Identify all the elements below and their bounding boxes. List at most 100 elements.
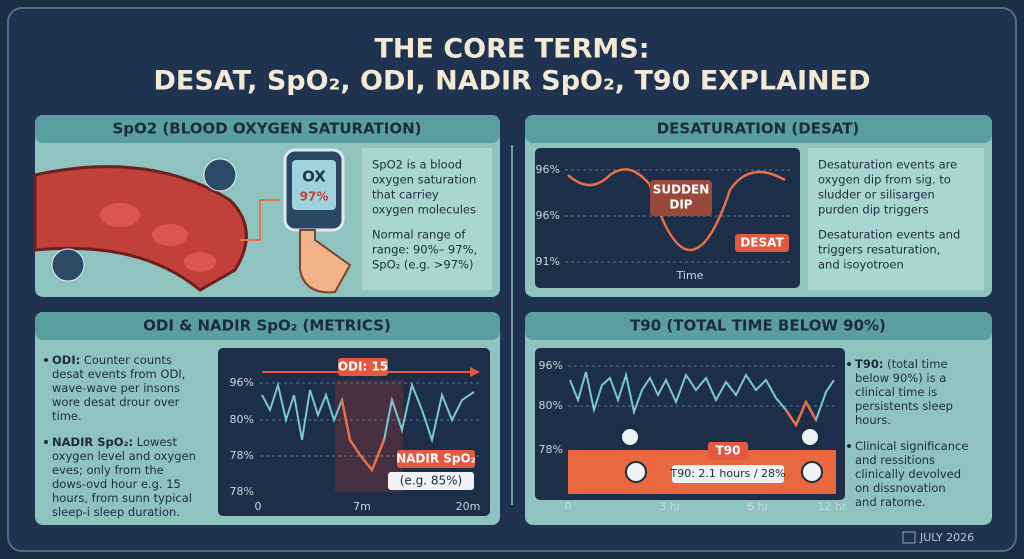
term-label: T90: — [855, 357, 883, 371]
title-line: THE CORE TERMS: — [374, 34, 649, 65]
paragraph-line: desat events from ODI, — [52, 367, 185, 381]
x-tick-label: 20m — [456, 500, 481, 513]
paragraph-line: Desaturation events and — [818, 228, 960, 242]
paragraph-line: time. — [52, 409, 82, 423]
paragraph-line: ODI: Counter counts — [52, 353, 172, 367]
bullet — [44, 440, 48, 444]
paragraph-line: sludder or silisargen — [818, 188, 935, 202]
cell — [100, 203, 140, 227]
annotation: NADIR SpO₂ — [396, 452, 476, 466]
x-tick-label: 3 hr — [659, 500, 681, 513]
line-text: and ratome. — [855, 495, 926, 509]
y-tick-label: 96% — [536, 209, 560, 222]
paragraph-line: oxygen dip from sig. to — [818, 173, 951, 187]
signal-dip — [784, 399, 818, 428]
calendar-icon — [902, 531, 916, 544]
y-tick-label: 78% — [539, 443, 563, 456]
y-tick-label: 96% — [536, 163, 560, 176]
line-text: sleep-i sleep duration. — [52, 505, 180, 519]
chart-box — [535, 148, 800, 288]
paragraph-line: below 90%) is a — [855, 371, 946, 385]
paragraph-line: on dissnovation — [855, 481, 946, 495]
paragraph-line: eves; only from the — [52, 463, 164, 477]
paragraph-line: and ressitions — [855, 453, 935, 467]
footer-date: JULY 2026 — [919, 531, 974, 544]
paragraph-line: Desaturation events are — [818, 158, 957, 172]
paragraph-line: wave-wave per insons — [52, 381, 180, 395]
annotation: T90 — [716, 444, 741, 458]
paragraph-line: triggers resaturation, — [818, 243, 940, 257]
paragraph-line: and isoyotroen — [818, 258, 904, 272]
line-text: wave-wave per insons — [52, 381, 180, 395]
annotation: T90: 2.1 hours / 28% — [670, 467, 786, 480]
timer-icon — [625, 461, 647, 483]
x-tick-label: 12 hr — [818, 500, 847, 513]
y-tick-label: 80% — [230, 413, 254, 426]
panel-heading: ODI & NADIR SpO₂ (METRICS) — [143, 317, 391, 335]
paragraph-line: that carriey — [372, 188, 439, 202]
y-tick-label: 96% — [230, 376, 254, 389]
y-tick-label: 80% — [539, 399, 563, 412]
line-text: desat events from ODI, — [52, 367, 185, 381]
line-text: clinical time is — [855, 385, 937, 399]
paragraph-line: sleep-i sleep duration. — [52, 505, 180, 519]
term-label: ODI: — [52, 353, 80, 367]
annotation: ODI: 15 — [338, 360, 388, 374]
panel-header — [525, 115, 992, 143]
timer-icon — [620, 427, 640, 447]
line-text: Clinical significance — [855, 439, 968, 453]
paragraph-line: oxygen molecules — [372, 203, 476, 217]
annotation-box — [672, 465, 784, 483]
panel-odi: ODI & NADIR SpO₂ (METRICS) 96% 80% 78% 7… — [35, 312, 500, 525]
paragraph-line: range: 90%– 97%, — [372, 243, 477, 257]
annotation: (e.g. 85%) — [400, 474, 462, 488]
finger — [299, 229, 352, 294]
paragraph-line: SpO₂ (e.g. >97%) — [372, 258, 473, 272]
cell — [152, 224, 188, 246]
title-line: DESAT, SpO₂, ODI, NADIR SpO₂, T90 EXPLAI… — [154, 66, 871, 97]
annotation: DIP — [669, 198, 692, 212]
paragraph-line: oxygen saturation — [372, 173, 476, 187]
timer-icon — [801, 461, 823, 483]
paragraph-line: clinically devolved — [855, 467, 961, 481]
panel-t90: T90 (TOTAL TIME BELOW 90%) 96% 80% 78% 0… — [525, 312, 992, 525]
annotation-box — [397, 450, 475, 468]
panel-header — [35, 115, 500, 143]
line-text: Counter counts — [80, 353, 172, 367]
text-box — [808, 148, 984, 290]
paragraph-line: dows-ovd hour e.g. 15 — [52, 477, 181, 491]
x-tick-label: 7m — [353, 500, 371, 513]
x-tick-label: 6 hr — [747, 500, 769, 513]
line-text: persistents sleep — [855, 399, 953, 413]
line-text: and ressitions — [855, 453, 935, 467]
panel-header — [35, 312, 500, 340]
signal-line — [567, 168, 786, 252]
line-text: hours, from sunn typical — [52, 491, 192, 505]
panel-heading: DESATURATION (DESAT) — [657, 120, 860, 138]
line-text: on dissnovation — [855, 481, 946, 495]
annotation-box — [735, 234, 789, 252]
line-text: Lowest — [133, 435, 177, 449]
line-text: oxygen level and oxygen — [52, 449, 196, 463]
bullet — [847, 444, 851, 448]
panel-desat: DESATURATION (DESAT) 96% 96% 91% Time SU… — [525, 115, 992, 297]
arrow — [240, 199, 280, 241]
bullet — [44, 358, 48, 362]
line-text: (total time — [883, 357, 947, 371]
paragraph-line: NADIR SpO₂: Lowest — [52, 435, 178, 449]
annotation-box — [708, 442, 748, 460]
annotation: SUDDEN — [653, 183, 710, 197]
signal-dip — [340, 399, 386, 473]
paragraph-line: Normal range of — [372, 228, 466, 242]
timer-icon — [800, 427, 820, 447]
device-text: OX — [302, 168, 326, 186]
line-text: wore desat drour over — [52, 395, 180, 409]
paragraph-line: purden dip triggers — [818, 203, 929, 217]
panel-heading: SpO2 (BLOOD OXYGEN SATURATION) — [112, 120, 421, 138]
oximeter-screen — [292, 160, 336, 210]
